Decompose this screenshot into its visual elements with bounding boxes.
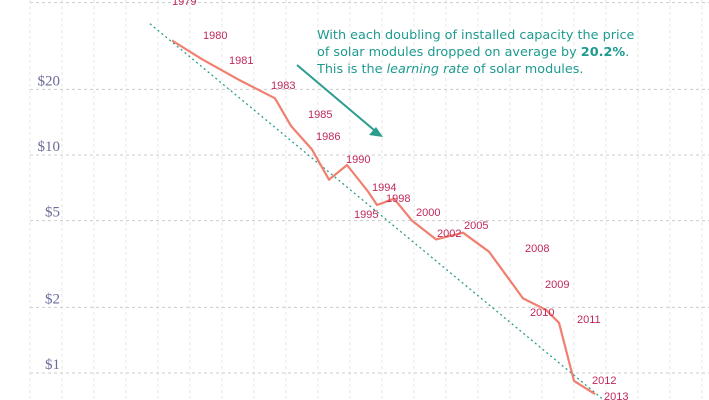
arrow-shaft [296, 64, 375, 131]
year-label: 2012 [592, 375, 616, 387]
annotation-text-3: of solar modules. [469, 62, 584, 77]
y-axis: $1 $2 $5 $10 $20 [38, 73, 61, 373]
year-label: 2000 [416, 207, 440, 219]
annotation-text-1: With each doubling of installed capacity… [317, 28, 635, 60]
year-label: 2009 [545, 279, 569, 291]
annotation-text-2: . This is the [317, 45, 630, 77]
y-tick-label: $20 [38, 73, 61, 89]
year-label: 2008 [525, 243, 549, 255]
y-tick-label: $5 [45, 205, 60, 221]
arrow-head [369, 127, 383, 137]
year-label: 2010 [530, 307, 554, 319]
year-labels: 1979 1980 1981 1983 1985 1986 1990 1994 1995 1998… [172, 0, 628, 400]
year-label: 2013 [604, 391, 628, 400]
annotation-term: learning rate [386, 62, 470, 77]
year-label: 2011 [577, 314, 601, 326]
year-label: 2002 [437, 228, 461, 240]
annotation-rate: 20.2% [580, 45, 626, 60]
grid-lines [29, 0, 709, 400]
year-label: 1986 [316, 131, 340, 143]
y-tick-label: $2 [45, 291, 60, 307]
year-label: 1979 [172, 0, 196, 8]
arrow-icon [296, 64, 383, 137]
year-label: 1998 [386, 193, 410, 205]
year-label: 1995 [354, 209, 378, 221]
year-label: 1985 [308, 109, 332, 121]
year-label: 2005 [464, 220, 488, 232]
year-label: 1983 [271, 80, 295, 92]
price-series-line [171, 39, 596, 396]
year-label: 1981 [229, 55, 253, 67]
year-label: 1994 [372, 182, 396, 194]
y-tick-label: $10 [38, 139, 61, 155]
year-label: 1980 [203, 30, 227, 42]
learning-curve-trend-line [149, 23, 605, 400]
year-label: 1990 [346, 154, 370, 166]
y-tick-label: $1 [45, 357, 60, 373]
learning-rate-annotation: With each doubling of installed capacity… [317, 27, 647, 78]
